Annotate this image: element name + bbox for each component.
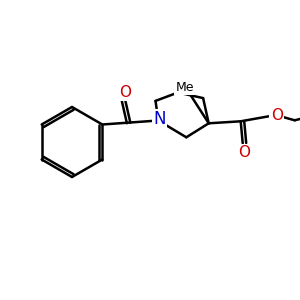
Text: O: O — [271, 108, 283, 123]
Text: O: O — [238, 145, 250, 160]
Text: O: O — [119, 85, 131, 100]
Text: N: N — [153, 110, 166, 128]
Text: Me: Me — [176, 81, 194, 94]
